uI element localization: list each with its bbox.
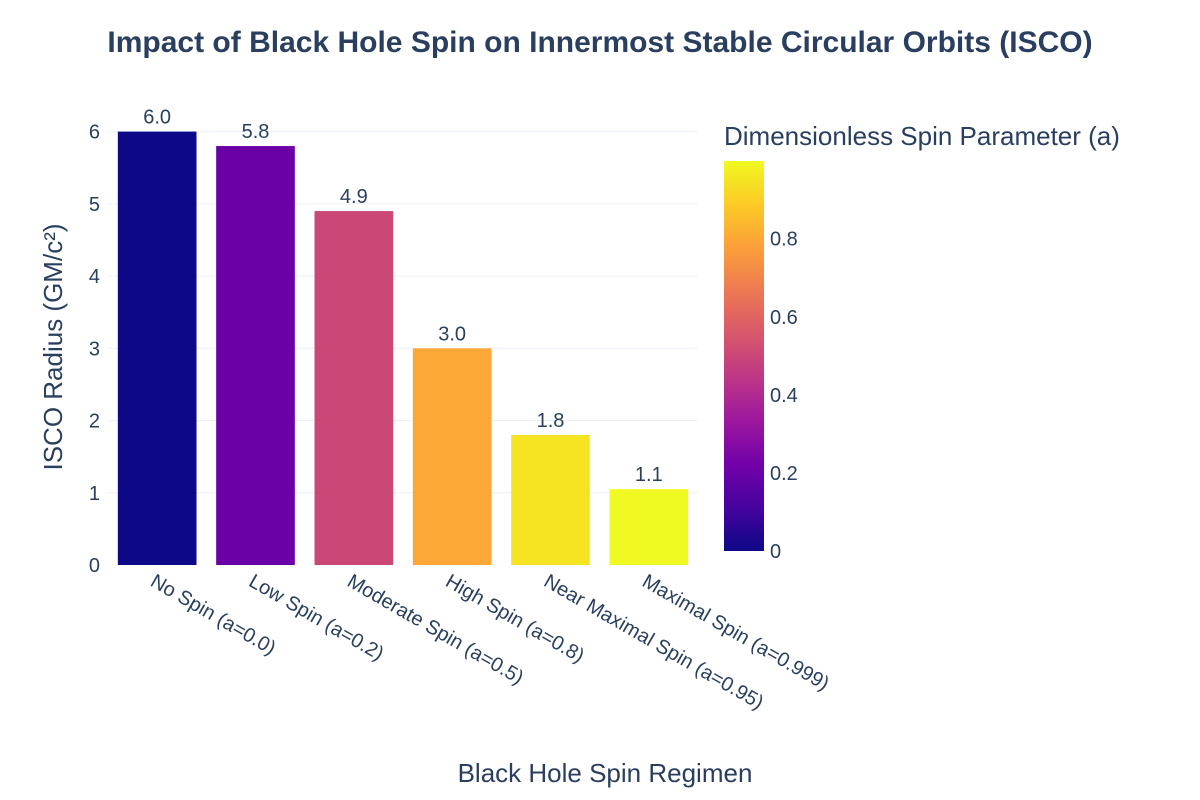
bar bbox=[314, 211, 394, 566]
y-gridlines bbox=[108, 131, 698, 494]
x-tick-label: Moderate Spin (a=0.5) bbox=[343, 570, 527, 689]
bar-value-label: 6.0 bbox=[143, 107, 171, 129]
y-axis-title: ISCO Radius (GM/c²) bbox=[38, 223, 68, 470]
x-axis-title: Black Hole Spin Regimen bbox=[458, 758, 753, 788]
chart-title: Impact of Black Hole Spin on Innermost S… bbox=[107, 26, 1092, 59]
data-labels: 6.0 5.8 4.9 3.0 1.8 1.1 bbox=[143, 107, 662, 487]
y-tick-label: 5 bbox=[89, 194, 100, 216]
x-tick-labels: No Spin (a=0.0)Low Spin (a=0.2)Moderate … bbox=[147, 570, 833, 714]
bar bbox=[117, 131, 197, 565]
y-tick-label: 1 bbox=[89, 483, 100, 505]
y-tick-label: 4 bbox=[89, 266, 100, 288]
y-tick-label: 3 bbox=[89, 338, 100, 360]
bar-value-label: 4.9 bbox=[340, 186, 368, 208]
colorbar-tick-label: 0.4 bbox=[770, 385, 798, 407]
y-tick-label: 0 bbox=[89, 555, 100, 577]
colorbar-tick-label: 0 bbox=[770, 541, 781, 563]
bars bbox=[117, 131, 689, 566]
bar-value-label: 3.0 bbox=[438, 323, 466, 345]
y-tick-label: 6 bbox=[89, 122, 100, 144]
bar bbox=[412, 348, 492, 565]
bar-value-label: 5.8 bbox=[242, 121, 270, 143]
y-tick-labels: 0 1 2 3 4 5 6 bbox=[89, 122, 100, 577]
bar bbox=[511, 434, 590, 565]
colorbar-tick-label: 0.6 bbox=[770, 307, 798, 329]
bar-value-label: 1.1 bbox=[635, 464, 663, 486]
bar bbox=[609, 489, 689, 565]
bar bbox=[216, 146, 295, 565]
colorbar-tick-labels: 0 0.2 0.4 0.6 0.8 bbox=[770, 229, 798, 563]
y-tick-label: 2 bbox=[89, 411, 100, 433]
colorbar-tick-label: 0.2 bbox=[770, 463, 798, 485]
bar-value-label: 1.8 bbox=[537, 410, 565, 432]
colorbar-gradient bbox=[724, 161, 764, 551]
colorbar-title: Dimensionless Spin Parameter (a) bbox=[724, 121, 1120, 151]
colorbar-tick-label: 0.8 bbox=[770, 229, 798, 251]
